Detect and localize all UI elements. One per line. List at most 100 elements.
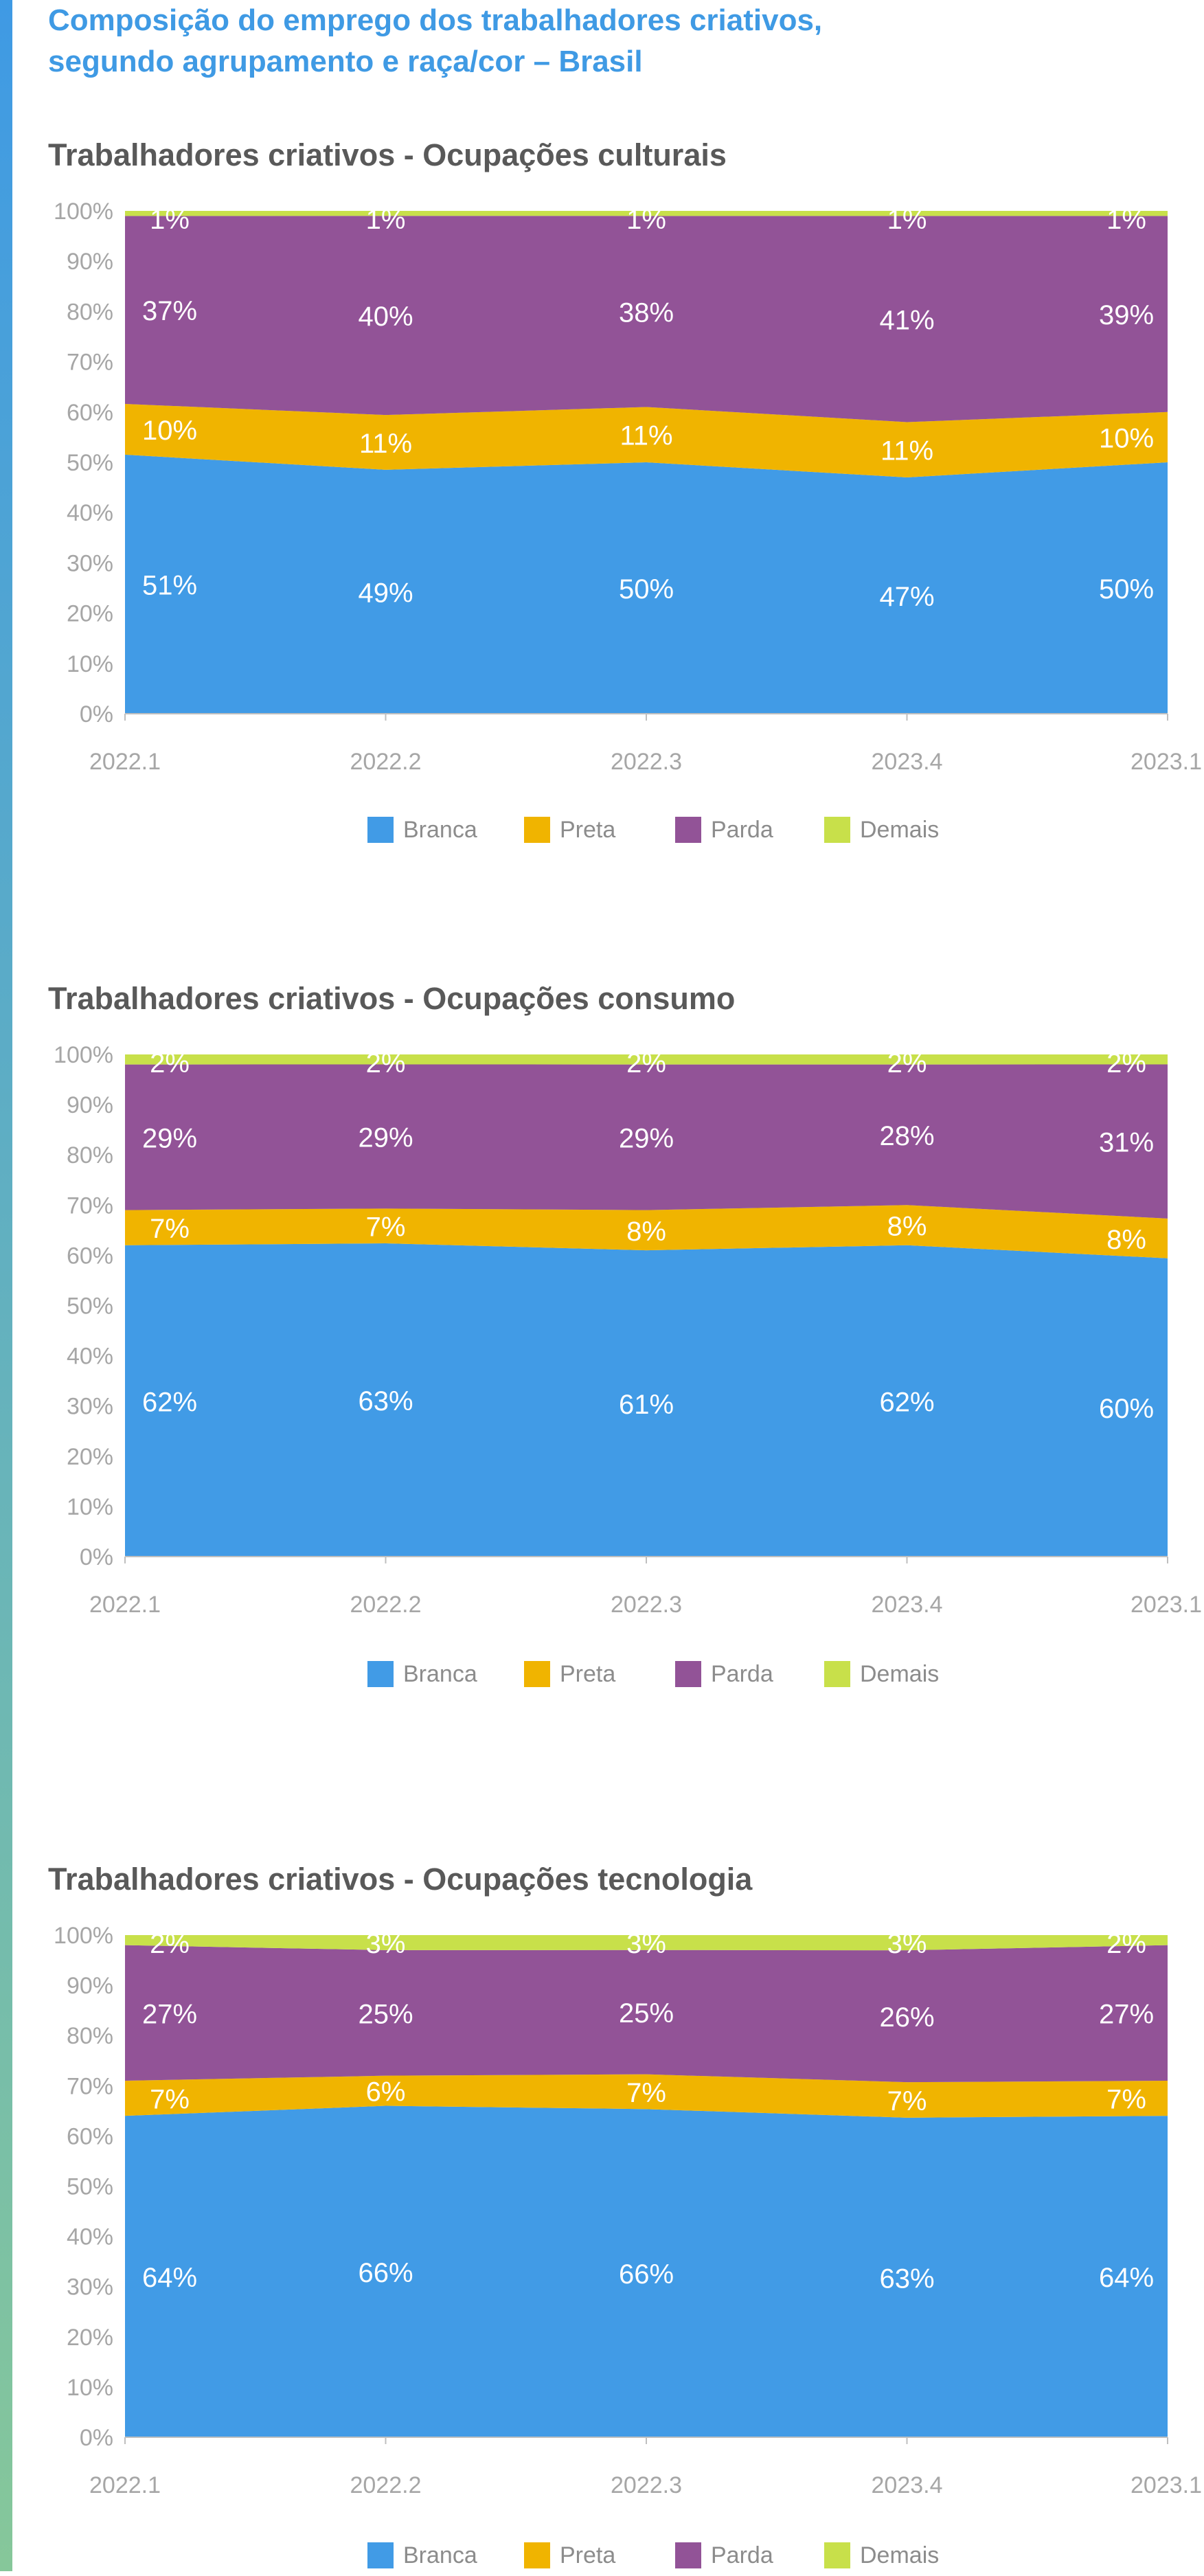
data-label-preta: 7% (626, 2078, 666, 2108)
y-tick-label: 0% (80, 2425, 113, 2451)
data-label-preta: 7% (887, 2086, 927, 2116)
legend-swatch (675, 817, 701, 843)
legend-label: Branca (403, 816, 477, 843)
data-label-parda: 27% (142, 1999, 197, 2029)
legend-label: Branca (403, 2542, 477, 2568)
legend-item-branca: Branca (367, 2535, 477, 2576)
legend-label: Parda (711, 2542, 773, 2568)
data-label-branca: 63% (879, 2263, 934, 2294)
data-label-demais: 2% (1106, 1929, 1146, 1959)
data-label-demais: 1% (626, 205, 666, 235)
main-title-line-1: Composição do emprego dos trabalhadores … (48, 3, 823, 37)
y-tick-label: 70% (67, 350, 113, 376)
data-label-branca: 50% (1099, 574, 1154, 605)
legend-label: Preta (560, 816, 616, 843)
y-tick-label: 50% (67, 2174, 113, 2200)
legend-swatch (524, 2542, 550, 2568)
data-label-demais: 2% (150, 1048, 190, 1078)
legend-swatch (824, 817, 850, 843)
y-tick-label: 100% (54, 199, 113, 225)
data-label-branca: 51% (142, 570, 197, 600)
data-label-parda: 37% (142, 296, 197, 326)
legend-swatch (524, 1661, 550, 1687)
y-tick-label: 70% (67, 1193, 113, 1219)
data-label-parda: 29% (619, 1124, 674, 1154)
y-tick-label: 40% (67, 500, 113, 526)
data-label-parda: 26% (879, 2002, 934, 2033)
legend-item-demais: Demais (824, 1653, 939, 1695)
data-label-branca: 49% (358, 578, 413, 608)
y-tick-label: 80% (67, 299, 113, 325)
legend-item-parda: Parda (675, 809, 773, 850)
y-tick-label: 100% (54, 1923, 113, 1949)
legend-label: Demais (860, 2542, 940, 2568)
chart-title-consumo: Trabalhadores criativos - Ocupações cons… (48, 981, 736, 1016)
legend-label: Branca (403, 1660, 477, 1687)
area-parda (125, 1064, 1168, 1219)
y-tick-label: 30% (67, 1394, 113, 1420)
data-label-parda: 38% (619, 297, 674, 328)
legend-item-parda: Parda (675, 2535, 773, 2576)
chart-title-culturais: Trabalhadores criativos - Ocupações cult… (48, 137, 727, 172)
y-tick-label: 60% (67, 1243, 113, 1269)
data-label-branca: 61% (619, 1390, 674, 1420)
area-preta (125, 403, 1168, 477)
data-label-demais: 3% (626, 1929, 666, 1959)
data-label-preta: 7% (150, 2085, 190, 2115)
area-branca (125, 454, 1168, 714)
legend-item-preta: Preta (524, 1653, 615, 1695)
legend-item-preta: Preta (524, 2535, 615, 2576)
data-label-demais: 1% (887, 205, 927, 235)
x-tick-label: 2022.1 (89, 1592, 161, 1618)
x-tick-label: 2023.1 (1131, 749, 1202, 775)
legend-item-demais: Demais (824, 2535, 939, 2576)
data-label-preta: 11% (620, 421, 672, 451)
legend-item-preta: Preta (524, 809, 615, 850)
data-label-parda: 39% (1099, 300, 1154, 330)
y-tick-label: 0% (80, 1544, 113, 1570)
chart-plot-2: 0% 10% 20% 30% 40% 50% 60% 70% 80% 90% 100% 2022.1 2… (54, 1923, 1202, 2498)
y-tick-label: 40% (67, 2224, 113, 2250)
x-tick-label: 2022.2 (350, 2472, 422, 2498)
legend-label: Parda (711, 816, 773, 843)
legend-swatch (367, 1661, 394, 1687)
area-parda (125, 1945, 1168, 2083)
area-parda (125, 216, 1168, 422)
data-label-demais: 2% (366, 1048, 406, 1078)
data-label-parda: 29% (142, 1124, 197, 1154)
area-demais (125, 1054, 1168, 1065)
data-label-demais: 2% (1106, 1048, 1146, 1078)
y-tick-label: 90% (67, 1973, 113, 1999)
data-label-parda: 28% (879, 1121, 934, 1151)
x-tick-label: 2023.1 (1131, 1592, 1202, 1618)
y-tick-label: 30% (67, 550, 113, 576)
data-label-demais: 2% (626, 1048, 666, 1078)
area-demais (125, 211, 1168, 216)
y-tick-label: 90% (67, 249, 113, 275)
legend-swatch (367, 817, 394, 843)
data-label-branca: 64% (142, 2263, 197, 2293)
data-label-parda: 27% (1099, 1999, 1154, 2029)
y-tick-label: 80% (67, 2023, 113, 2049)
legend-item-parda: Parda (675, 1653, 773, 1695)
y-tick-label: 20% (67, 1444, 113, 1470)
y-tick-label: 60% (67, 2123, 113, 2149)
y-tick-label: 10% (67, 1494, 113, 1520)
legend-swatch (524, 817, 550, 843)
data-label-parda: 41% (879, 305, 934, 335)
y-tick-label: 70% (67, 2073, 113, 2099)
y-tick-label: 80% (67, 1142, 113, 1168)
data-label-demais: 3% (366, 1929, 406, 1959)
area-branca (125, 1243, 1168, 1557)
data-label-preta: 8% (626, 1217, 666, 1247)
y-tick-label: 100% (54, 1042, 113, 1068)
data-label-preta: 10% (1099, 423, 1154, 453)
data-label-preta: 11% (881, 436, 933, 466)
data-label-demais: 2% (887, 1048, 927, 1078)
legend-swatch (675, 2542, 701, 2568)
x-tick-label: 2023.4 (872, 2472, 943, 2498)
legend-swatch (675, 1661, 701, 1687)
legend-item-branca: Branca (367, 809, 477, 850)
data-label-preta: 7% (150, 1214, 190, 1244)
data-label-parda: 29% (358, 1122, 413, 1153)
